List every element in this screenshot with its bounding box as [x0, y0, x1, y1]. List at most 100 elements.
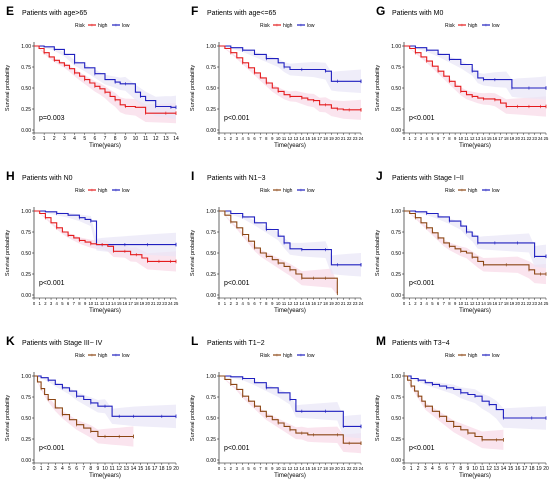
x-tick-label: 5 — [247, 301, 250, 306]
x-tick-label: 16 — [515, 466, 521, 472]
legend-label-low: low — [122, 353, 130, 359]
ci-band-low — [34, 46, 176, 120]
x-tick-label: 1 — [409, 301, 412, 306]
x-tick-label: 24 — [359, 466, 364, 471]
x-tick-label: 7 — [259, 466, 262, 471]
x-tick-label: 6 — [75, 466, 78, 472]
x-tick-label: 0 — [218, 466, 221, 471]
ci-band-high — [404, 376, 504, 450]
x-tick-label: 20 — [335, 301, 340, 306]
x-tick-label: 10 — [102, 466, 108, 472]
panel-title: Patients with Stage III~ IV — [22, 340, 103, 347]
legend-label-high: high — [468, 353, 478, 359]
x-tick-label: 19 — [329, 136, 334, 141]
x-tick-label: 11 — [109, 466, 114, 472]
x-tick-label: 13 — [294, 466, 299, 471]
legend-title: Risk — [260, 23, 270, 29]
x-tick-label: 9 — [454, 301, 457, 306]
x-tick-label: 5 — [68, 466, 71, 472]
legend-mark-low: + — [300, 188, 303, 194]
x-tick-label: 25 — [544, 301, 549, 306]
y-tick-label: 0.25 — [21, 272, 31, 278]
legend-mark-low: + — [485, 188, 488, 194]
x-tick-label: 20 — [515, 136, 520, 141]
x-tick-label: 4 — [241, 301, 244, 306]
x-tick-label: 2 — [414, 136, 417, 141]
x-tick-label: 9 — [97, 466, 100, 472]
y-tick-label: 0.50 — [21, 416, 31, 422]
legend-label-low: low — [492, 353, 500, 359]
x-tick-label: 5 — [61, 301, 64, 306]
legend: Risk + high + low — [445, 23, 500, 29]
y-tick-label: 0.00 — [206, 458, 216, 464]
legend-mark-low: + — [485, 353, 488, 359]
series-line-high — [34, 375, 134, 438]
x-tick-label: 18 — [159, 466, 165, 472]
legend-title: Risk — [75, 23, 85, 29]
x-tick-label: 9 — [454, 136, 457, 141]
x-tick-label: 16 — [311, 136, 316, 141]
legend: Risk + high + low — [75, 353, 130, 359]
legend-label-high: high — [283, 353, 293, 359]
x-tick-label: 1 — [224, 301, 227, 306]
x-tick-label: 19 — [329, 466, 334, 471]
x-tick-label: 16 — [493, 136, 498, 141]
x-tick-label: 23 — [353, 301, 358, 306]
x-tick-label: 20 — [335, 136, 340, 141]
x-tick-label: 6 — [445, 466, 448, 472]
x-tick-label: 8 — [448, 136, 451, 141]
ci-band-high — [219, 376, 361, 454]
x-tick-label: 13 — [476, 136, 481, 141]
y-tick-label: 0.75 — [21, 395, 31, 401]
x-tick-label: 13 — [294, 136, 299, 141]
x-tick-label: 7 — [104, 136, 107, 142]
x-tick-label: 9 — [271, 301, 274, 306]
x-tick-label: 5 — [83, 136, 86, 142]
x-tick-label: 0 — [33, 466, 36, 472]
x-tick-label: 3 — [54, 466, 57, 472]
x-tick-label: 23 — [532, 136, 537, 141]
y-tick-label: 0.25 — [21, 437, 31, 443]
x-tick-label: 12 — [100, 301, 105, 306]
y-axis-label: Survival probability — [375, 65, 381, 111]
x-tick-label: 14 — [111, 301, 116, 306]
x-tick-label: 6 — [253, 466, 256, 471]
y-tick-label: 1.00 — [21, 44, 31, 50]
ci-band-low — [404, 46, 546, 100]
x-tick-label: 24 — [538, 301, 543, 306]
legend-label-high: high — [98, 188, 108, 194]
legend-title: Risk — [260, 188, 270, 194]
x-tick-label: 13 — [294, 301, 299, 306]
panel-title: Patients with Stage I~II — [392, 175, 464, 182]
x-tick-label: 24 — [359, 136, 364, 141]
y-tick-label: 0.75 — [206, 65, 216, 71]
legend-mark-low: + — [115, 188, 118, 194]
x-tick-label: 23 — [162, 301, 167, 306]
series-line-high — [219, 210, 338, 294]
x-tick-label: 20 — [515, 301, 520, 306]
y-tick-label: 1.00 — [21, 209, 31, 215]
x-tick-label: 14 — [299, 136, 304, 141]
x-tick-label: 6 — [253, 136, 256, 141]
x-tick-label: 3 — [420, 301, 423, 306]
x-tick-label: 0 — [218, 301, 221, 306]
y-tick-label: 0.00 — [391, 128, 401, 134]
x-tick-label: 1 — [43, 136, 46, 142]
series-line-low — [404, 375, 546, 419]
panel-k: K Patients with Stage III~ IV Risk + high + lo… — [5, 334, 179, 479]
ci-band-high — [404, 46, 546, 117]
panel-i: I Patients with N1~3 Risk + high + low 0.00 0.25… — [190, 169, 364, 314]
legend-mark-high: + — [91, 23, 94, 29]
legend: Risk + high + low — [260, 188, 315, 194]
y-tick-label: 0.50 — [391, 86, 401, 92]
y-tick-label: 0.75 — [391, 65, 401, 71]
x-tick-label: 0 — [218, 136, 221, 141]
x-tick-label: 11 — [464, 301, 469, 306]
x-tick-label: 13 — [476, 301, 481, 306]
x-tick-label: 18 — [323, 136, 328, 141]
x-tick-label: 9 — [271, 136, 274, 141]
y-tick-label: 1.00 — [206, 44, 216, 50]
x-tick-label: 18 — [504, 301, 509, 306]
